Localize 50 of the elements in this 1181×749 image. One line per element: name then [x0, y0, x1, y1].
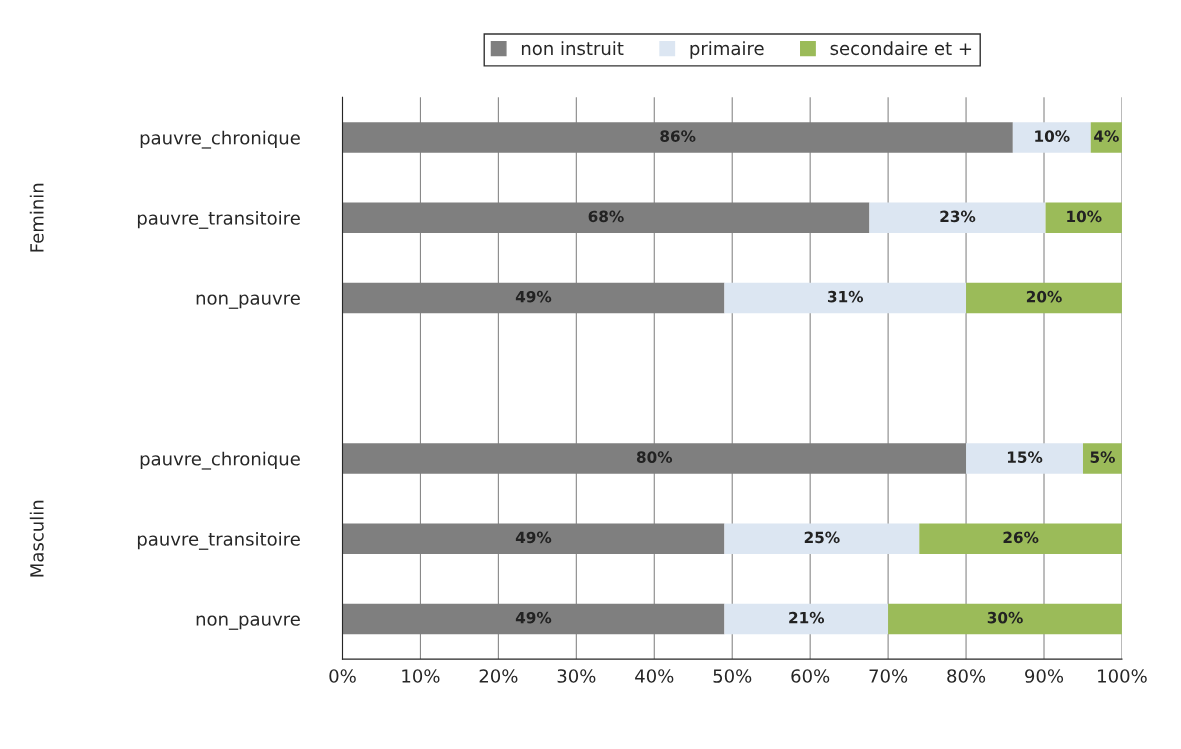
- y-tick-label: pauvre_chronique: [140, 130, 300, 149]
- bar: [724, 282, 967, 314]
- x-tick-label: 80%: [947, 669, 986, 683]
- data-label: 80%: [636, 451, 673, 463]
- y-tick-label: pauvre_transitoire: [137, 210, 300, 229]
- data-label: 68%: [588, 210, 624, 223]
- legend-label: non instruit: [521, 41, 624, 56]
- text: Feminin: [29, 183, 44, 252]
- data-label: 30%: [987, 611, 1023, 624]
- x-tick-label: 0%: [329, 669, 356, 683]
- bar: [1012, 122, 1091, 153]
- data-label: 5%: [1090, 451, 1115, 463]
- bar: [724, 523, 920, 554]
- data-label: 86%: [660, 130, 696, 142]
- data-label: 4%: [1094, 130, 1119, 142]
- data-label: 26%: [1003, 531, 1039, 544]
- y-tick-label: pauvre_chronique: [140, 451, 300, 470]
- x-tick-label: 90%: [1025, 669, 1064, 683]
- data-label: 31%: [827, 290, 864, 303]
- x-tick-label: 100%: [1098, 669, 1147, 683]
- x-tick-label: 40%: [635, 669, 674, 683]
- bar: [966, 282, 1122, 314]
- data-label: 10%: [1067, 210, 1102, 223]
- x-tick-label: 50%: [713, 669, 752, 683]
- bar: [888, 603, 1122, 635]
- bar: [966, 443, 1083, 474]
- data-label: 49%: [515, 611, 552, 624]
- data-label: 49%: [515, 531, 552, 544]
- x-tick-label: 10%: [402, 669, 440, 683]
- data-label: 10%: [1035, 130, 1070, 142]
- bar: [919, 523, 1122, 554]
- data-label: 25%: [804, 531, 840, 544]
- x-tick-label: 30%: [557, 669, 596, 683]
- y-tick-label: pauvre_transitoire: [137, 531, 300, 550]
- bar: [1045, 202, 1122, 233]
- y-tick-label: non_pauvre: [196, 294, 300, 309]
- bar: [724, 603, 889, 635]
- legend-label: primaire: [690, 41, 764, 59]
- data-label: 49%: [515, 290, 552, 303]
- x-tick-label: 70%: [869, 669, 908, 683]
- legend-label: secondaire et +: [830, 41, 972, 56]
- x-tick-label: 60%: [791, 669, 830, 683]
- data-label: 21%: [789, 611, 825, 624]
- x-tick-label: 20%: [479, 669, 518, 683]
- data-label: 20%: [1026, 290, 1062, 303]
- text: Masculin: [29, 500, 44, 577]
- data-label: 15%: [1007, 451, 1043, 463]
- y-tick-label: non_pauvre: [196, 615, 300, 630]
- bar: [869, 202, 1046, 233]
- data-label: 23%: [940, 210, 976, 223]
